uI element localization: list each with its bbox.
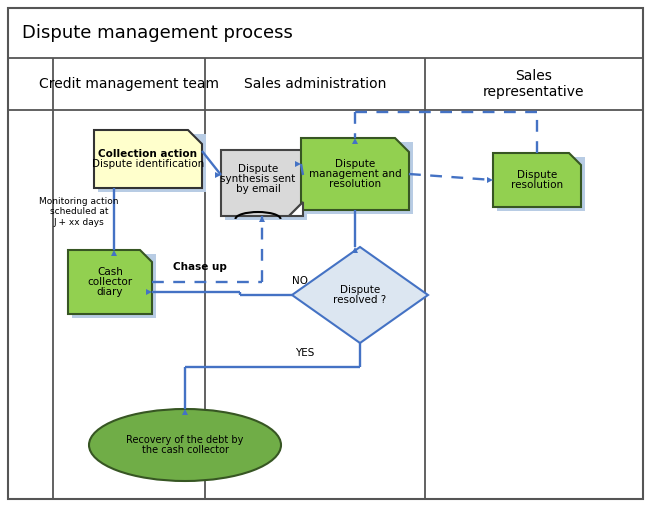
Text: Sales
representative: Sales representative <box>483 69 585 99</box>
Text: resolution: resolution <box>511 180 563 190</box>
Text: management and: management and <box>309 169 401 179</box>
Polygon shape <box>295 161 301 167</box>
Ellipse shape <box>89 409 281 481</box>
Polygon shape <box>487 177 493 183</box>
FancyBboxPatch shape <box>8 8 643 499</box>
FancyBboxPatch shape <box>72 254 156 318</box>
Polygon shape <box>146 289 152 295</box>
Text: by email: by email <box>236 184 281 194</box>
Text: Chase up: Chase up <box>173 262 227 272</box>
Text: the cash collector: the cash collector <box>141 445 229 455</box>
Text: collector: collector <box>87 277 133 287</box>
Text: Dispute: Dispute <box>517 170 557 180</box>
Text: Dispute management process: Dispute management process <box>22 24 293 42</box>
Polygon shape <box>292 247 428 343</box>
Polygon shape <box>289 202 303 216</box>
Text: Cash: Cash <box>97 267 123 277</box>
Polygon shape <box>493 153 581 207</box>
Polygon shape <box>111 250 117 256</box>
FancyBboxPatch shape <box>98 134 206 192</box>
Polygon shape <box>352 247 358 253</box>
Polygon shape <box>68 250 152 314</box>
Text: synthesis sent: synthesis sent <box>221 174 296 184</box>
Polygon shape <box>221 150 303 216</box>
Text: Dispute identification: Dispute identification <box>92 159 204 169</box>
Text: resolution: resolution <box>329 179 381 189</box>
Text: resolved ?: resolved ? <box>333 295 387 305</box>
Polygon shape <box>352 138 358 144</box>
Polygon shape <box>94 130 202 188</box>
FancyBboxPatch shape <box>305 142 413 214</box>
Text: Credit management team: Credit management team <box>39 77 219 91</box>
Text: Recovery of the debt by: Recovery of the debt by <box>126 436 243 446</box>
FancyBboxPatch shape <box>225 154 307 220</box>
Text: Collection action: Collection action <box>98 149 197 159</box>
FancyBboxPatch shape <box>497 157 585 211</box>
Text: NO: NO <box>292 276 308 286</box>
Polygon shape <box>259 216 265 222</box>
Polygon shape <box>301 138 409 210</box>
Text: Monitoring action
scheduled at
J + xx days: Monitoring action scheduled at J + xx da… <box>39 197 118 227</box>
Text: Dispute: Dispute <box>340 285 380 295</box>
Text: Sales administration: Sales administration <box>244 77 386 91</box>
Polygon shape <box>215 172 221 178</box>
Polygon shape <box>182 409 188 415</box>
Text: Dispute: Dispute <box>335 159 375 169</box>
Text: diary: diary <box>97 287 123 297</box>
Text: Dispute: Dispute <box>238 164 278 174</box>
Text: YES: YES <box>296 348 314 358</box>
